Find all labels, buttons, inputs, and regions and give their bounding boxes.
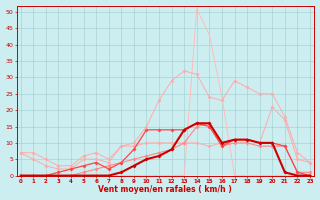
X-axis label: Vent moyen/en rafales ( km/h ): Vent moyen/en rafales ( km/h ) — [99, 185, 232, 194]
